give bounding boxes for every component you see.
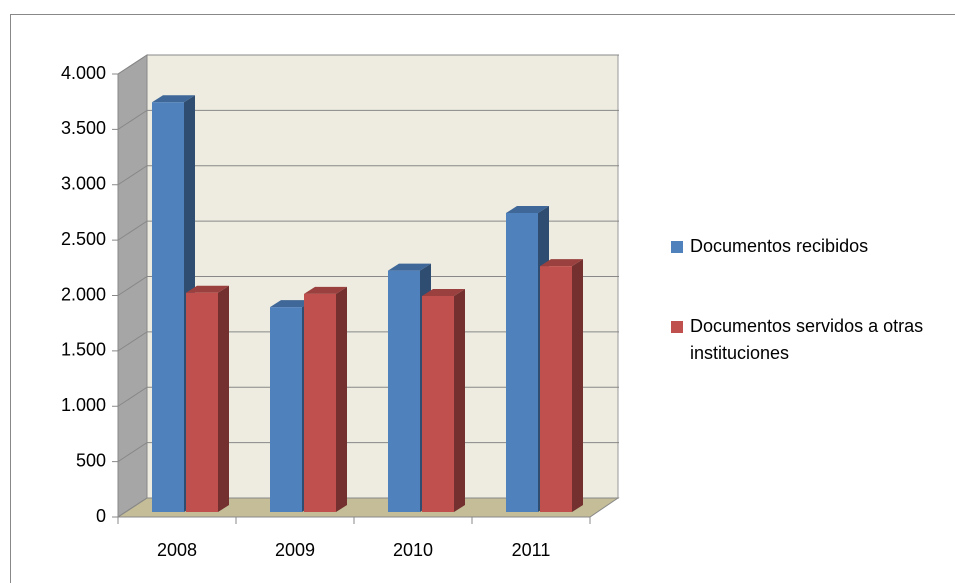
bar-top <box>506 205 549 213</box>
grid-line <box>117 220 619 241</box>
y-tick-label: 1.000 <box>61 395 106 415</box>
grid-line <box>117 54 619 75</box>
bar-front <box>152 102 184 512</box>
bar-top <box>186 285 229 293</box>
legend-label: Documentos recibidos <box>690 236 869 256</box>
bar-top <box>152 95 195 103</box>
bar <box>186 285 229 512</box>
x-tick-label: 2009 <box>275 540 315 560</box>
bar-front <box>506 212 538 512</box>
bar-top <box>540 259 583 267</box>
y-tick-label: 3.000 <box>61 174 106 194</box>
y-tick-label: 0 <box>96 506 106 526</box>
bar-front <box>186 292 218 512</box>
x-tick-label: 2011 <box>512 540 551 560</box>
bar <box>304 286 347 512</box>
grid-line <box>117 276 619 296</box>
legend-label: Documentos servidos a otras institucione… <box>690 316 924 363</box>
bar-front <box>540 266 572 512</box>
bar <box>422 289 465 512</box>
bar-top <box>304 286 347 294</box>
y-tick-label: 4.000 <box>61 63 106 83</box>
bar <box>540 259 583 512</box>
bar-front <box>270 307 302 512</box>
bar-top <box>388 263 431 271</box>
legend-swatch <box>671 241 683 253</box>
grid-line <box>117 165 619 186</box>
bar-side <box>336 286 347 512</box>
bar-top <box>422 289 465 297</box>
y-tick-label: 2.500 <box>61 229 106 249</box>
y-tick-label: 1.500 <box>61 340 106 360</box>
bar-side <box>218 285 229 512</box>
y-tick-label: 500 <box>76 450 106 470</box>
y-tick-label: 3.500 <box>61 118 106 138</box>
grid-line <box>117 109 619 130</box>
bar-front <box>304 293 336 512</box>
bar-front <box>422 296 454 512</box>
y-tick-label: 2.000 <box>61 284 106 304</box>
legend-swatch <box>671 321 683 333</box>
x-tick-label: 2008 <box>157 540 197 560</box>
bar-side <box>454 289 465 512</box>
bar-front <box>388 270 420 512</box>
bar-top <box>270 300 313 308</box>
x-tick-label: 2010 <box>393 540 433 560</box>
bar-side <box>572 259 583 512</box>
